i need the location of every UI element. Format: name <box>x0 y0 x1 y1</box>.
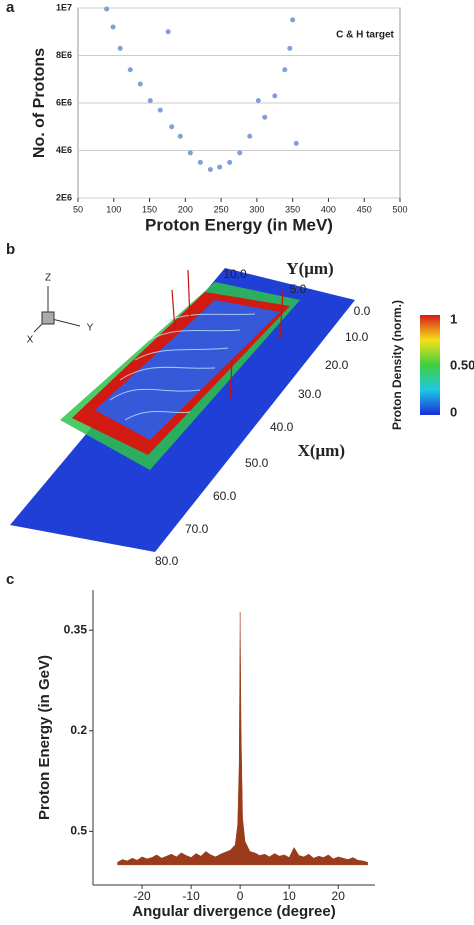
tick-label: 70.0 <box>185 522 209 536</box>
x-tick-label: 300 <box>249 204 264 214</box>
panel-label: a <box>6 0 15 16</box>
triad-label: X <box>27 335 34 346</box>
x-tick-label: 400 <box>321 204 336 214</box>
point <box>272 93 278 99</box>
point <box>255 98 261 104</box>
axis-triad <box>33 286 81 333</box>
tick-label: 0.0 <box>354 304 371 318</box>
point <box>127 67 133 73</box>
tick-label: 40.0 <box>270 420 294 434</box>
point <box>104 6 110 12</box>
tick-label: 20.0 <box>325 358 349 372</box>
x-tick-label: 50 <box>73 204 83 214</box>
point <box>177 133 183 139</box>
point <box>137 81 143 87</box>
point <box>247 133 253 139</box>
point <box>187 150 193 156</box>
y-tick-label: 2E6 <box>56 192 72 202</box>
y-tick-label: 0.35 <box>64 622 88 636</box>
point <box>165 29 171 35</box>
colorbar-tick: 0 <box>450 404 457 419</box>
tick-label: 10.0 <box>223 267 247 281</box>
x-tick-label: 150 <box>142 204 157 214</box>
point <box>227 159 233 165</box>
x-tick-label: 350 <box>285 204 300 214</box>
colorbar-label: Proton Density (norm.) <box>390 300 404 430</box>
x-axis-label: Angular divergence (degree) <box>132 903 335 920</box>
x-tick-label: 100 <box>106 204 121 214</box>
y-tick-label: 6E6 <box>56 97 72 107</box>
y-axis-label: Proton Energy (in GeV) <box>36 655 53 820</box>
axis-label: X(μm) <box>298 441 345 460</box>
x-tick-label: -20 <box>133 889 151 903</box>
colorbar-tick: 1 <box>450 311 457 326</box>
point <box>169 124 175 130</box>
tick-label: 30.0 <box>298 387 322 401</box>
point <box>197 159 203 165</box>
x-tick-label: 500 <box>392 204 407 214</box>
triad-label: Z <box>45 273 51 284</box>
point <box>147 98 153 104</box>
y-axis-label: No. of Protons <box>31 48 48 158</box>
panel-label: c <box>6 571 14 588</box>
x-tick-label: 10 <box>282 889 296 903</box>
point <box>290 17 296 23</box>
y-tick-label: 0.2 <box>70 723 87 737</box>
density-surface <box>10 268 355 552</box>
annotation: C & H target <box>336 30 394 41</box>
tick-label: 10.0 <box>345 330 369 344</box>
point <box>117 45 123 51</box>
point <box>237 150 243 156</box>
colorbar-tick: 0.50 <box>450 357 474 372</box>
area <box>117 612 368 866</box>
y-tick-label: 0.5 <box>70 824 87 838</box>
y-tick-label: 1E7 <box>56 2 72 12</box>
x-ticks: 10.0 20.0 30.0 40.0 50.0 60.0 70.0 80.0 <box>155 330 369 568</box>
point <box>293 140 299 146</box>
tick-label: 60.0 <box>213 489 237 503</box>
x-tick-label: 250 <box>214 204 229 214</box>
tick-label: 50.0 <box>245 456 269 470</box>
colorbar <box>420 315 440 415</box>
x-axis-label: Proton Energy (in MeV) <box>145 215 333 234</box>
x-tick-label: 450 <box>357 204 372 214</box>
point <box>262 114 268 120</box>
tick-label: 5.0 <box>290 282 307 296</box>
panel-label: b <box>6 241 15 258</box>
point <box>287 45 293 51</box>
y-tick-label: 8E6 <box>56 50 72 60</box>
x-tick-label: 20 <box>332 889 346 903</box>
x-tick-label: 0 <box>237 889 244 903</box>
point <box>157 107 163 113</box>
point <box>207 167 213 172</box>
y-tick-label: 4E6 <box>56 145 72 155</box>
point <box>110 24 116 30</box>
tick-label: 80.0 <box>155 554 179 568</box>
x-tick-label: -10 <box>182 889 200 903</box>
axis-label: Y(μm) <box>286 259 333 278</box>
x-tick-label: 200 <box>178 204 193 214</box>
point <box>217 164 223 170</box>
point <box>282 67 288 73</box>
triad-label: Y <box>87 323 94 334</box>
